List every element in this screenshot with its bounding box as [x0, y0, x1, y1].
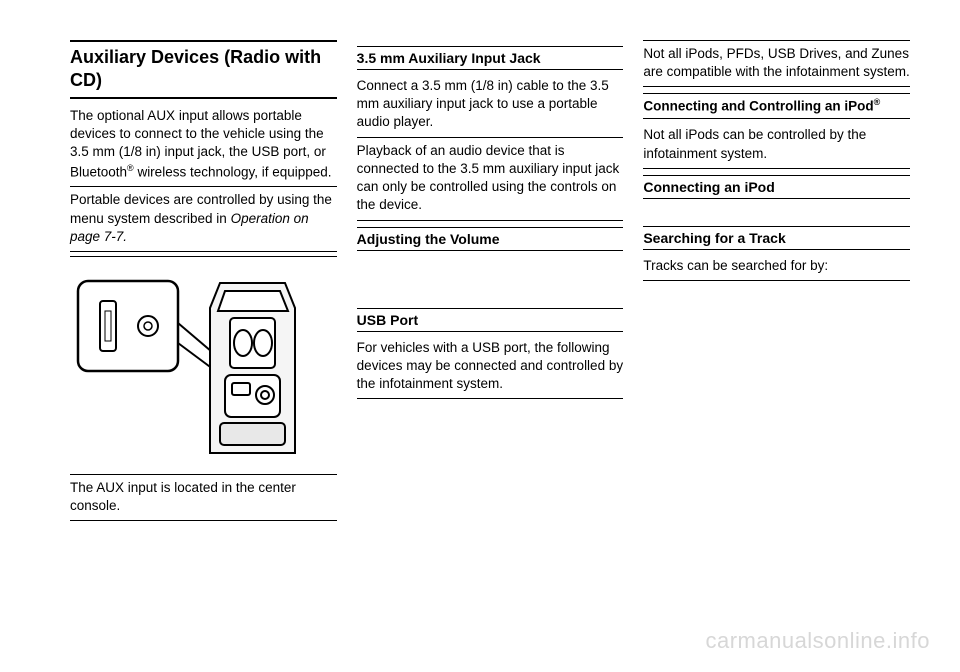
paragraph: Not all iPods, PFDs, USB Drives, and Zun… — [643, 40, 910, 87]
section-title: Auxiliary Devices (Radio with CD) — [70, 40, 337, 99]
paragraph: Connect a 3.5 mm (1/8 in) cable to the 3… — [357, 73, 624, 138]
aux-input-figure — [70, 256, 337, 475]
paragraph: Not all iPods can be controlled by the i… — [643, 122, 910, 168]
page-content: Auxiliary Devices (Radio with CD) The op… — [0, 0, 960, 541]
paragraph: For vehicles with a USB port, the follow… — [357, 335, 624, 400]
subsection-heading: Connecting an iPod — [643, 175, 910, 199]
subsection-heading: Adjusting the Volume — [357, 227, 624, 251]
paragraph: The optional AUX input allows portable d… — [70, 103, 337, 187]
aux-port-illustration — [70, 263, 300, 463]
column-1: Auxiliary Devices (Radio with CD) The op… — [70, 40, 337, 521]
registered-symbol: ® — [874, 97, 881, 107]
spacer — [643, 202, 910, 220]
subsection-heading: Connecting and Controlling an iPod® — [643, 93, 910, 119]
subsection-heading: Searching for a Track — [643, 226, 910, 250]
column-2: 3.5 mm Auxiliary Input Jack Connect a 3.… — [357, 40, 624, 521]
registered-symbol: ® — [127, 163, 134, 173]
heading-text: Connecting and Controlling an iPod — [643, 99, 873, 114]
text: wireless technology, if equipped. — [134, 164, 332, 179]
paragraph: Playback of an audio device that is conn… — [357, 138, 624, 221]
figure-caption: The AUX input is located in the center c… — [70, 475, 337, 521]
subsection-heading: 3.5 mm Auxiliary Input Jack — [357, 46, 624, 70]
spacer — [357, 254, 624, 302]
column-3: Not all iPods, PFDs, USB Drives, and Zun… — [643, 40, 910, 521]
paragraph: Tracks can be searched for by: — [643, 253, 910, 281]
watermark-text: carmanualsonline.info — [705, 628, 930, 654]
paragraph: Portable devices are controlled by using… — [70, 187, 337, 252]
subsection-heading: USB Port — [357, 308, 624, 332]
